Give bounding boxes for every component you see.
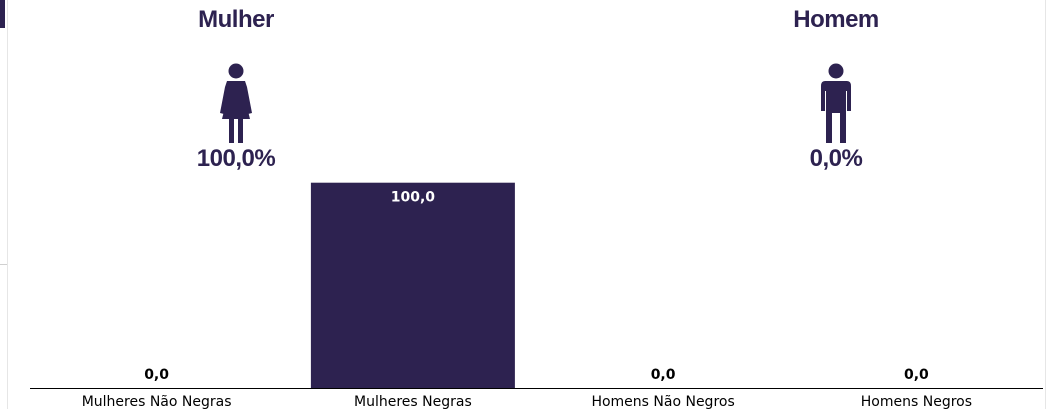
male-percentage: 0,0% bbox=[809, 145, 863, 172]
male-panel: Homem 0,0% bbox=[736, 0, 936, 180]
x-tick-label-1: Mulheres Negras bbox=[354, 394, 472, 409]
man-icon bbox=[821, 63, 851, 143]
left-edge-divider bbox=[7, 0, 8, 409]
male-title: Homem bbox=[793, 6, 879, 33]
x-tick-label-0: Mulheres Não Negras bbox=[82, 394, 232, 409]
bar-value-label-0: 0,0 bbox=[144, 367, 169, 383]
bar-value-label-1: 100,0 bbox=[391, 190, 436, 206]
left-edge-accent bbox=[0, 0, 5, 28]
female-panel: Mulher 100,0% bbox=[136, 0, 336, 180]
woman-icon bbox=[220, 63, 252, 143]
bar-value-label-2: 0,0 bbox=[651, 367, 676, 383]
female-percentage: 100,0% bbox=[196, 145, 276, 172]
female-title: Mulher bbox=[198, 6, 274, 33]
bar-1 bbox=[310, 182, 515, 388]
x-tick-label-3: Homens Negros bbox=[861, 394, 972, 409]
left-edge-tick bbox=[0, 264, 7, 265]
bar-value-label-3: 0,0 bbox=[904, 367, 929, 383]
x-tick-label-2: Homens Não Negros bbox=[591, 394, 734, 409]
